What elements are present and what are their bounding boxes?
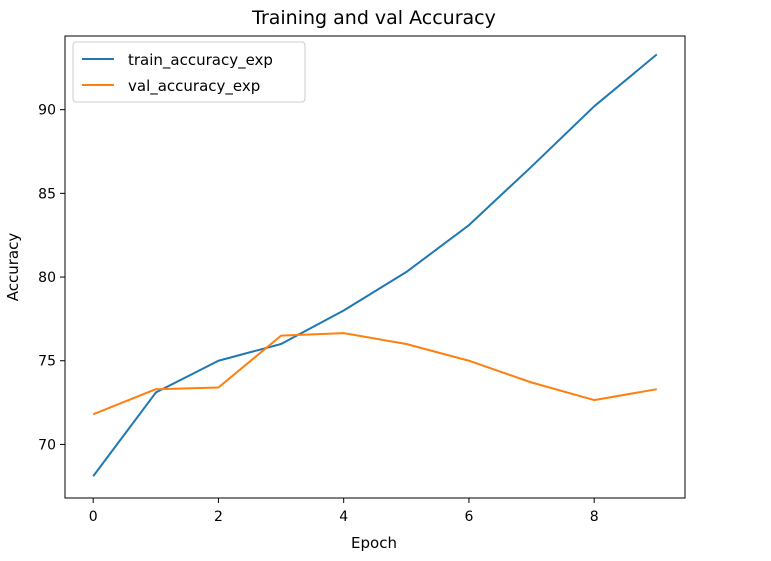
legend: train_accuracy_exp val_accuracy_exp [72,41,306,103]
legend-label-val: val_accuracy_exp [128,77,260,96]
plot-area [65,36,685,498]
y-tick-label: 85 [38,186,56,202]
x-axis-label: Epoch [351,534,397,552]
x-tick-label: 2 [214,509,223,525]
y-tick-label: 75 [38,354,56,370]
y-tick-label: 90 [38,103,56,119]
x-tick-label: 4 [339,509,348,525]
axis-ticks: 0 2 4 6 8 70 75 80 85 90 [38,103,598,525]
train-accuracy-line [92,53,658,477]
y-tick-label: 70 [38,437,56,453]
plot-frame [64,35,686,499]
x-tick-label: 0 [89,509,98,525]
y-axis-label: Accuracy [4,233,22,302]
x-tick-label: 8 [590,509,599,525]
series-layer [92,53,658,477]
legend-label-train: train_accuracy_exp [128,51,273,70]
x-tick-label: 6 [464,509,473,525]
y-tick-label: 80 [38,270,56,286]
val-accuracy-line [92,332,657,416]
legend-box [72,41,306,103]
chart-title: Training and val Accuracy [251,7,496,29]
